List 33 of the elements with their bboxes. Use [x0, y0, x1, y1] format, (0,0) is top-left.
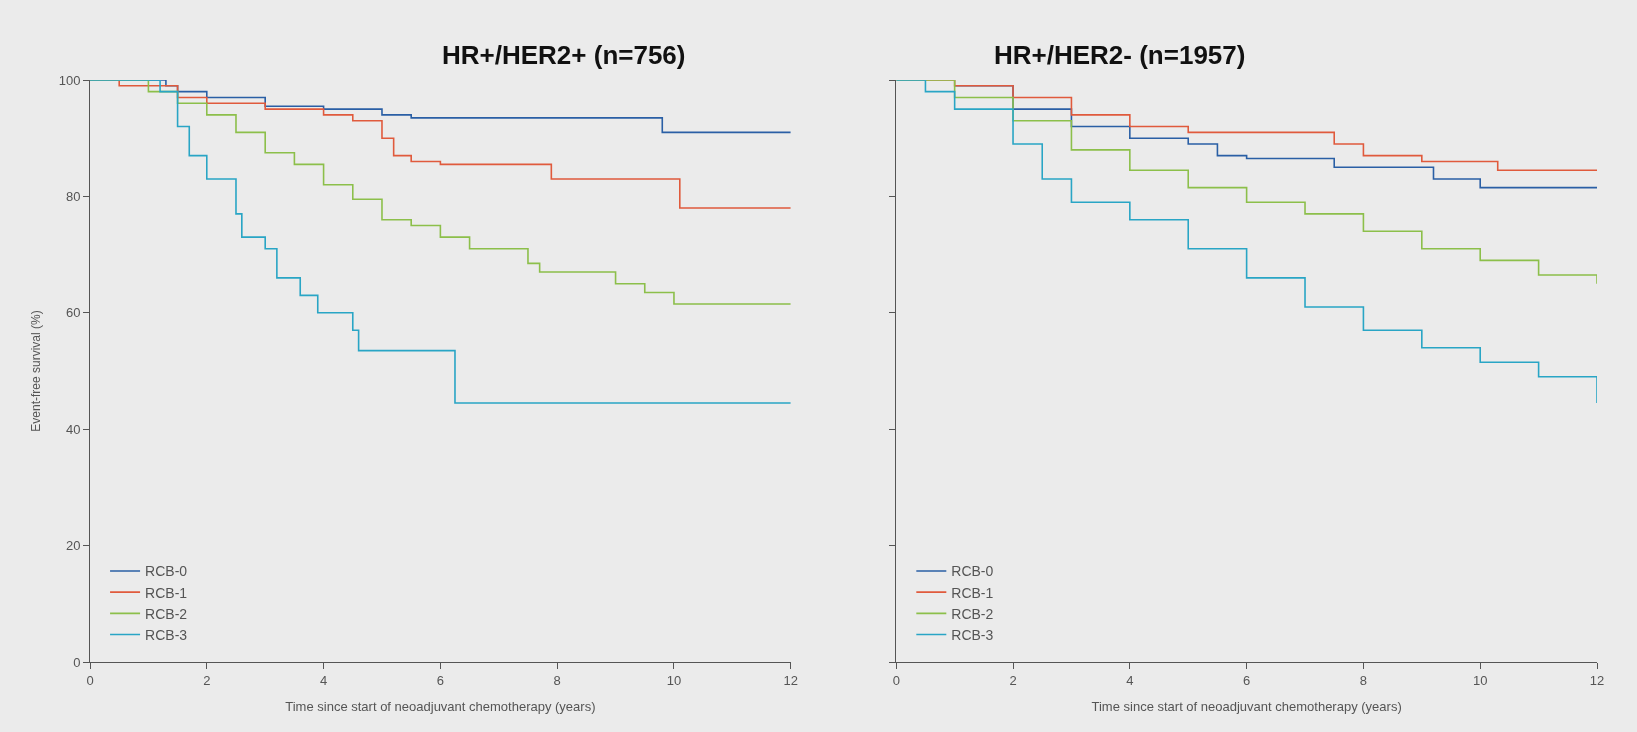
legend-label: RCB-1 [145, 584, 188, 601]
chart-title: HR+/HER2- (n=1957) [994, 40, 1246, 70]
legend-label: RCB-3 [145, 627, 188, 644]
x-tick-label: 0 [892, 672, 900, 688]
chart-title: HR+/HER2+ (n=756) [442, 40, 686, 70]
x-tick-label: 2 [1009, 672, 1017, 688]
x-axis-title: Time since start of neoadjuvant chemotherapy (years) [285, 699, 596, 715]
x-tick-label: 6 [436, 672, 444, 688]
x-tick-label: 12 [1589, 672, 1605, 688]
y-tick-label: 0 [73, 654, 81, 670]
x-tick-label: 12 [783, 672, 798, 688]
x-tick-label: 8 [553, 672, 561, 688]
x-axis-title: Time since start of neoadjuvant chemotherapy (years) [1091, 699, 1402, 715]
x-tick-label: 0 [86, 672, 94, 688]
legend-label: RCB-1 [951, 584, 994, 601]
x-tick-label: 6 [1243, 672, 1251, 688]
legend-label: RCB-2 [951, 605, 994, 622]
y-tick-label: 20 [65, 538, 81, 554]
x-tick-label: 4 [319, 672, 328, 688]
legend-label: RCB-3 [951, 627, 994, 644]
y-tick-label: 40 [65, 421, 81, 437]
x-tick-label: 4 [1126, 672, 1134, 688]
legend-label: RCB-2 [145, 605, 188, 622]
x-tick-label: 10 [666, 672, 682, 688]
x-tick-label: 8 [1359, 672, 1368, 688]
y-tick-label: 80 [65, 188, 81, 204]
legend-label: RCB-0 [145, 563, 188, 580]
legend-label: RCB-0 [951, 563, 994, 580]
x-tick-label: 2 [203, 672, 211, 688]
x-tick-label: 10 [1472, 672, 1488, 688]
y-tick-label: 60 [65, 305, 81, 321]
y-axis-title: Event-free survival (%) [29, 310, 43, 432]
y-tick-label: 100 [58, 72, 81, 88]
